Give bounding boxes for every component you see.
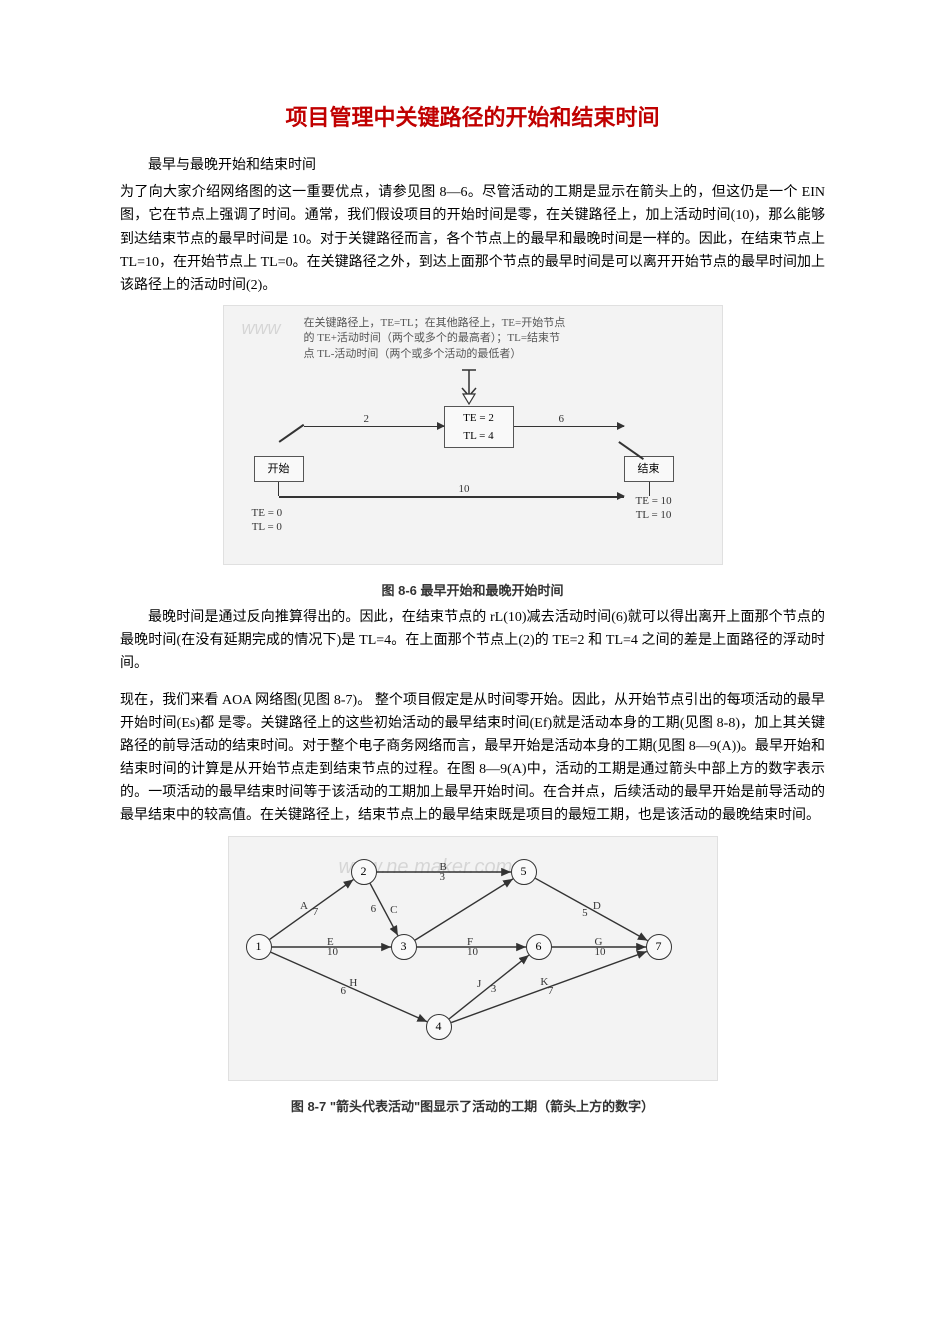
edge-duration-label: 5 [582, 904, 588, 922]
page-title: 项目管理中关键路径的开始和结束时间 [120, 100, 825, 136]
figure-8-6-caption: 图 8-6 最早开始和最晚开始时间 [120, 580, 825, 601]
paragraph-2: 最晚时间是通过反向推算得出的。因此，在结束节点的 rL(10)减去活动时间(6)… [120, 606, 825, 675]
mid-te-label: TE = 2 [445, 409, 513, 427]
end-te-label: TE = 10 [636, 494, 672, 508]
graph-node-2: 2 [351, 859, 377, 885]
end-node-label: 结束 [625, 460, 673, 478]
edge-duration-label: 6 [371, 900, 377, 918]
edge-duration-label: 7 [548, 982, 554, 1000]
edge-name-label: B [440, 858, 447, 876]
edge-top-right-label: 6 [559, 410, 565, 428]
edge-duration-label: 7 [313, 903, 319, 921]
graph-edge [415, 878, 513, 939]
figure-8-6: www 在关键路径上，TE=TL；在其他路径上，TE=开始节点 的 TE+活动时… [120, 305, 825, 602]
figure-8-7-caption: 图 8-7 "箭头代表活动"图显示了活动的工期（箭头上方的数字） [120, 1096, 825, 1117]
edge-name-label: C [390, 901, 397, 919]
edge-start-mid [304, 426, 444, 428]
fig86-header-line3: 点 TL-活动时间（两个或多个活动的最低者） [304, 347, 644, 362]
watermark-text: www [242, 314, 281, 344]
connector-line [278, 482, 280, 496]
section-subtitle: 最早与最晚开始和结束时间 [148, 154, 825, 177]
fig86-header-line1: 在关键路径上，TE=TL；在其他路径上，TE=开始节点 [304, 316, 644, 331]
edge-name-label: G [595, 933, 603, 951]
graph-edge [449, 955, 529, 1019]
edge-top-left-label: 2 [364, 410, 370, 428]
paragraph-3: 现在，我们来看 AOA 网络图(见图 8-7)。 整个项目假定是从时间零开始。因… [120, 689, 825, 828]
end-times: TE = 10 TL = 10 [636, 494, 672, 523]
mid-tl-label: TL = 4 [445, 427, 513, 445]
graph-node-1: 1 [246, 934, 272, 960]
start-te-label: TE = 0 [252, 506, 283, 520]
edge-duration-label: 3 [491, 980, 497, 998]
edge-name-label: J [477, 975, 481, 993]
start-times: TE = 0 TL = 0 [252, 506, 283, 535]
arrowhead-icon [437, 422, 445, 430]
graph-node-4: 4 [426, 1014, 452, 1040]
edge-duration-label: 6 [340, 982, 346, 1000]
edge-critical-path [279, 496, 624, 498]
edge-name-label: D [593, 897, 601, 915]
graph-edge [535, 878, 647, 940]
edge-name-label: A [300, 897, 308, 915]
arrowhead-icon [617, 422, 625, 430]
edge-name-label: H [349, 974, 357, 992]
paragraph-1: 为了向大家介绍网络图的这一重要优点，请参见图 8—6。尽管活动的工期是显示在箭头… [120, 181, 825, 296]
edge-bottom-label: 10 [459, 480, 470, 498]
graph-node-3: 3 [391, 934, 417, 960]
figure-8-7: www.ne maker.com 12345677A3B6C5D10E10F10… [120, 836, 825, 1118]
figure-8-6-diagram: www 在关键路径上，TE=TL；在其他路径上，TE=开始节点 的 TE+活动时… [223, 305, 723, 565]
graph-edge [269, 879, 353, 939]
edge-diag-start [278, 424, 303, 442]
edge-name-label: F [467, 933, 473, 951]
end-tl-label: TL = 10 [636, 508, 672, 522]
arrowhead-icon [617, 492, 625, 500]
start-tl-label: TL = 0 [252, 520, 283, 534]
figure-8-6-header: 在关键路径上，TE=TL；在其他路径上，TE=开始节点 的 TE+活动时间（两个… [304, 316, 644, 362]
fig86-header-line2: 的 TE+活动时间（两个或多个的最高者）；TL=结束节 [304, 331, 644, 346]
end-node-box: 结束 [624, 456, 674, 482]
edge-name-label: K [540, 973, 548, 991]
start-node-box: 开始 [254, 456, 304, 482]
graph-node-7: 7 [646, 934, 672, 960]
figure-8-7-diagram: www.ne maker.com 12345677A3B6C5D10E10F10… [228, 836, 718, 1081]
middle-node-box: TE = 2 TL = 4 [444, 406, 514, 448]
start-node-label: 开始 [255, 460, 303, 478]
graph-node-5: 5 [511, 859, 537, 885]
edge-mid-end [514, 426, 624, 428]
graph-node-6: 6 [526, 934, 552, 960]
edge-name-label: E [327, 933, 334, 951]
